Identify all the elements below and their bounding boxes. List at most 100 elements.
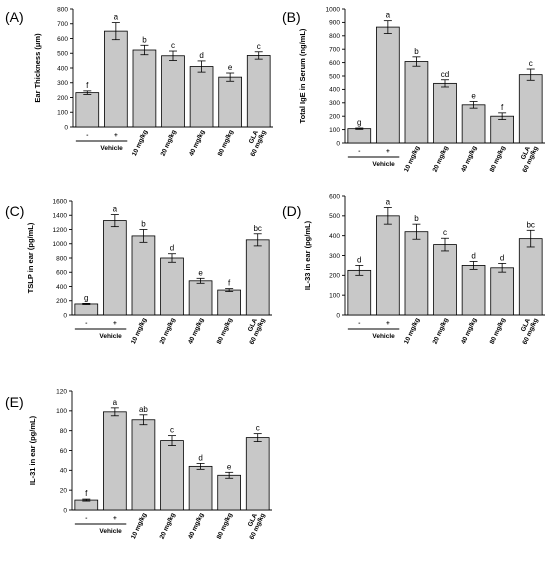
category-label: +: [113, 320, 117, 327]
y-tick-label: 600: [57, 36, 68, 43]
bar: [490, 115, 514, 144]
chart-panel-3: (C) 0 200 400 600 800 1000 1200 1400 1600 TSLP in …: [5, 198, 272, 346]
y-tick-label: 0: [336, 140, 340, 147]
y-tick-label: 600: [329, 60, 340, 67]
bar: [188, 465, 213, 511]
y-tick-label: 1400: [53, 213, 68, 220]
category-label: 80 mg/kg: [216, 512, 234, 541]
significance-label: d: [199, 51, 203, 60]
panel-label: (E): [5, 394, 24, 410]
y-tick-label: 1600: [53, 198, 68, 205]
y-tick-label: 80: [60, 428, 68, 435]
bar: [160, 440, 184, 511]
significance-label: g: [357, 118, 361, 127]
category-label: 80 mg/kg: [489, 145, 507, 174]
category-label: 80 mg/kg: [489, 317, 507, 346]
bar: [103, 411, 127, 511]
significance-label: c: [257, 42, 261, 51]
significance-label: b: [141, 220, 146, 229]
category-label: 20 mg/kg: [432, 317, 450, 346]
y-tick-label: 120: [56, 388, 67, 395]
y-tick-label: 600: [329, 193, 340, 200]
y-tick-label: 300: [57, 80, 68, 87]
y-axis-label: IL-33 in ear (pg/mL): [303, 220, 312, 290]
significance-label: a: [114, 13, 119, 22]
bar: [461, 104, 486, 144]
y-tick-label: 400: [56, 284, 67, 291]
vehicle-group-label: Vehicle: [99, 333, 122, 340]
chart-panel-4: (D) 0 100 200 300 400 500 600 IL-33 in ear (pg/m…: [282, 193, 545, 346]
y-tick-label: 200: [57, 95, 68, 102]
category-label: 40 mg/kg: [187, 317, 205, 346]
bar: [518, 238, 543, 316]
bar: [132, 49, 157, 128]
category-label: 80 mg/kg: [217, 129, 235, 158]
category-label: 40 mg/kg: [460, 317, 478, 346]
vehicle-group-label: Vehicle: [99, 528, 122, 535]
y-tick-label: 800: [57, 6, 68, 13]
category-label: GLA60 mg/kg: [242, 314, 267, 345]
category-label: 10 mg/kg: [403, 317, 421, 346]
bar: [74, 499, 99, 511]
bar: [518, 74, 543, 144]
category-label: GLA60 mg/kg: [242, 509, 267, 540]
bar: [245, 239, 270, 316]
y-axis-label: TSLP in ear (pg/mL): [26, 222, 35, 293]
y-axis-label: IL-31 in ear (pg/mL): [28, 415, 37, 485]
y-tick-label: 100: [57, 110, 68, 117]
y-tick-label: 0: [63, 507, 67, 514]
bar: [161, 55, 185, 128]
y-tick-label: 300: [329, 253, 340, 260]
y-tick-label: 1200: [53, 227, 68, 234]
y-tick-label: 0: [336, 312, 340, 319]
bar: [246, 55, 271, 128]
bar: [131, 235, 156, 316]
bar: [245, 437, 270, 511]
chart-panel-2: (B) 0 100 200 300 400 500 600 700 800 900 1000 Total…: [282, 6, 545, 174]
y-tick-label: 400: [329, 233, 340, 240]
category-label: 40 mg/kg: [460, 145, 478, 174]
significance-label: e: [471, 91, 476, 100]
category-label: +: [386, 320, 390, 327]
significance-label: f: [86, 81, 89, 90]
significance-label: b: [414, 47, 419, 56]
y-tick-label: 0: [64, 124, 68, 131]
y-tick-label: 1000: [53, 241, 68, 248]
chart-panel-5: (E) 0 20 40 60 80 100 120 IL-31 in ear (pg/mL) f a…: [5, 388, 272, 541]
bar: [404, 231, 429, 316]
y-tick-label: 500: [329, 213, 340, 220]
significance-label: a: [113, 398, 118, 407]
chart-panel-1: (A) 0 100 200 300 400 500 600 700 800 Ear Thicknes…: [5, 6, 273, 158]
y-tick-label: 500: [329, 73, 340, 80]
y-tick-label: 100: [329, 292, 340, 299]
significance-label: c: [170, 426, 174, 435]
bar: [74, 303, 99, 316]
significance-label: b: [414, 214, 419, 223]
bar: [217, 474, 241, 511]
category-label: -: [358, 148, 360, 155]
y-tick-label: 60: [60, 448, 68, 455]
y-tick-label: 40: [60, 468, 68, 475]
y-tick-label: 200: [56, 298, 67, 305]
significance-label: f: [85, 489, 88, 498]
bar: [404, 61, 429, 144]
category-label: 80 mg/kg: [216, 317, 234, 346]
category-label: -: [85, 515, 87, 522]
y-tick-label: 600: [56, 270, 67, 277]
y-tick-label: 800: [329, 33, 340, 40]
category-label: 10 mg/kg: [131, 129, 149, 158]
significance-label: d: [471, 251, 475, 260]
significance-label: ab: [139, 405, 148, 414]
category-label: 10 mg/kg: [403, 145, 421, 174]
significance-label: c: [171, 41, 175, 50]
y-axis-label: Total IgE in Serum (ng/mL): [298, 28, 307, 123]
y-tick-label: 20: [60, 487, 68, 494]
bar: [218, 76, 242, 128]
y-tick-label: 500: [57, 51, 68, 58]
y-tick-label: 100: [56, 408, 67, 415]
significance-label: b: [142, 35, 147, 44]
significance-label: f: [501, 103, 504, 112]
y-tick-label: 200: [329, 273, 340, 280]
category-label: GLA60 mg/kg: [515, 314, 540, 345]
